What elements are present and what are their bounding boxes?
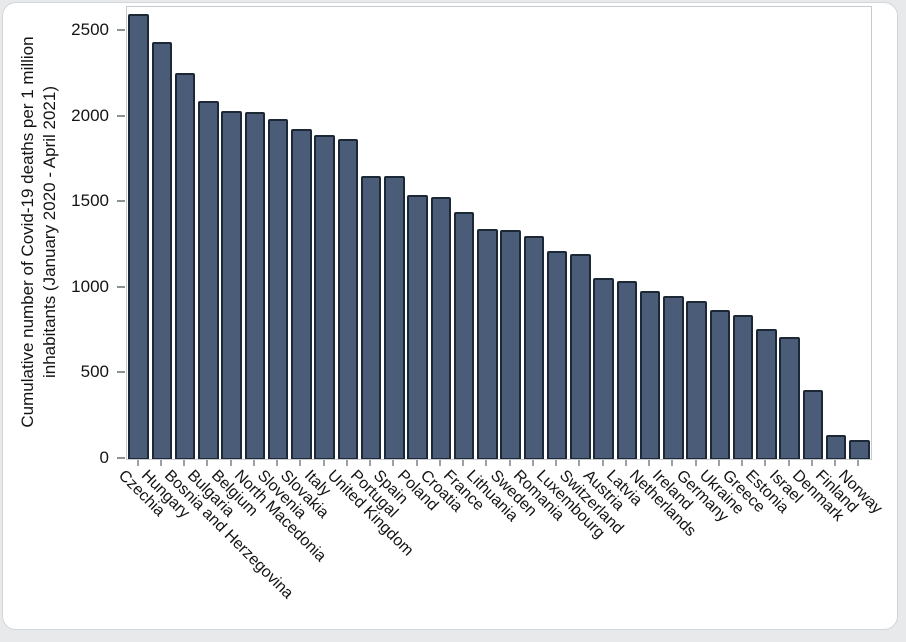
x-tick — [159, 460, 162, 466]
x-tick — [183, 460, 186, 466]
y-axis-title-line-2: inhabitants (January 2020 - April 2021) — [40, 86, 59, 379]
bar-belgium — [221, 110, 242, 459]
y-tick-label-500: 500 — [80, 362, 109, 382]
bar-finland — [825, 435, 847, 459]
x-tick — [206, 460, 209, 466]
x-tick — [555, 460, 558, 466]
x-tick — [694, 460, 697, 466]
bar-latvia — [616, 280, 638, 459]
bar-poland — [407, 195, 428, 459]
y-axis-title-line-1: Cumulative number of Covid-19 deaths per… — [18, 36, 37, 428]
bar-ireland — [663, 295, 684, 459]
x-tick — [415, 460, 418, 466]
bar-norway — [849, 440, 870, 459]
bar-portugal — [360, 175, 382, 459]
y-tick-label-2000: 2000 — [71, 105, 109, 125]
x-tick — [276, 460, 279, 466]
bar-france — [453, 212, 475, 459]
chart-card: Cumulative number of Covid-19 deaths per… — [2, 2, 898, 630]
x-tick — [485, 460, 488, 466]
bar-north-macedonia — [244, 112, 266, 459]
x-tick — [229, 460, 232, 466]
x-tick — [834, 460, 837, 466]
x-tick — [392, 460, 395, 466]
y-tick-label-0: 0 — [99, 448, 109, 467]
bar-netherlands — [639, 291, 661, 459]
bar-croatia — [430, 197, 452, 459]
bar-czechia — [128, 13, 149, 459]
bar-united-kingdom — [337, 138, 359, 459]
x-tick — [578, 460, 581, 466]
bar-sweden — [500, 229, 521, 459]
x-tick — [252, 460, 255, 466]
bar-spain — [384, 175, 405, 459]
bar-slovakia — [291, 128, 312, 459]
x-tick — [810, 460, 813, 466]
bar-hungary — [151, 42, 173, 459]
bar-germany — [686, 300, 707, 459]
bar-austria — [593, 277, 614, 459]
y-tick-1000 — [117, 285, 125, 288]
x-tick — [299, 460, 302, 466]
x-tick — [741, 460, 744, 466]
x-tick — [508, 460, 511, 466]
y-tick-label-1000: 1000 — [71, 276, 109, 296]
x-tick — [136, 460, 139, 466]
y-tick-2500 — [117, 28, 125, 31]
x-tick — [787, 460, 790, 466]
x-tick — [857, 460, 860, 466]
bar-slovenia — [267, 119, 289, 459]
bar-romania — [523, 236, 545, 459]
y-tick-0 — [117, 457, 125, 459]
x-tick — [322, 460, 325, 466]
x-tick — [624, 460, 627, 466]
plot-area — [126, 6, 872, 460]
bar-italy — [314, 135, 335, 459]
x-tick — [671, 460, 674, 466]
x-tick — [345, 460, 348, 466]
bar-greece — [732, 315, 754, 459]
y-tick-1500 — [117, 200, 125, 203]
bar-switzerland — [570, 253, 591, 459]
x-tick — [648, 460, 651, 466]
bar-ukraine — [709, 310, 731, 459]
x-tick — [764, 460, 767, 466]
bar-luxembourg — [546, 250, 568, 459]
x-tick — [369, 460, 372, 466]
y-axis-title: Cumulative number of Covid-19 deaths per… — [17, 6, 61, 458]
y-tick-label-1500: 1500 — [71, 191, 109, 211]
x-tick — [438, 460, 441, 466]
bar-bosnia-and-herzegovina — [174, 72, 196, 459]
bar-israel — [779, 337, 800, 459]
y-tick-label-2500: 2500 — [71, 19, 109, 39]
bar-denmark — [802, 389, 824, 459]
bar-bulgaria — [198, 101, 219, 459]
bar-estonia — [756, 328, 777, 459]
x-tick — [531, 460, 534, 466]
y-tick-500 — [117, 371, 125, 374]
bar-lithuania — [477, 228, 498, 459]
y-tick-2000 — [117, 114, 125, 117]
x-tick — [462, 460, 465, 466]
x-tick — [717, 460, 720, 466]
x-tick — [601, 460, 604, 466]
